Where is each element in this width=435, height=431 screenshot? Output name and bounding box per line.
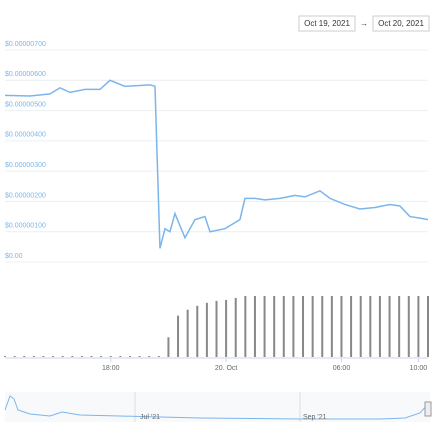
y-tick-label: $0.00000400 [5, 132, 46, 139]
volume-bar [369, 295, 372, 357]
volume-bar [321, 295, 324, 357]
volume-bar [253, 295, 256, 357]
volume-bar [138, 356, 141, 357]
volume-bar [13, 356, 16, 357]
volume-bar [4, 356, 6, 357]
volume-bar [282, 295, 285, 357]
navigator-label: Sep '21 [303, 414, 327, 421]
volume-bar [263, 295, 266, 357]
volume-bar [128, 356, 131, 357]
volume-bar [100, 356, 103, 357]
volume-bar [273, 295, 276, 357]
x-tick-label: 10:00 [410, 365, 428, 372]
volume-bar [61, 356, 64, 357]
volume-bar [80, 356, 83, 357]
navigator-bg [5, 392, 430, 422]
volume-bar [42, 356, 45, 357]
volume-bar [330, 295, 333, 357]
x-tick-label: 20. Oct [215, 365, 238, 372]
volume-bar [292, 295, 295, 357]
volume-bar [119, 356, 122, 357]
date-to-input[interactable] [372, 15, 430, 32]
volume-bar [157, 356, 160, 357]
y-tick-label: $0.00000100 [5, 223, 46, 230]
volume-bar [417, 295, 420, 357]
navigator-handle[interactable] [424, 401, 432, 417]
y-tick-label: $0.00000500 [5, 101, 46, 108]
volume-bar [205, 302, 208, 357]
navigator: Jul '21 Sep '21 [4, 392, 432, 422]
date-to: Oct 20, 2021 [378, 19, 424, 28]
volume-bar [23, 356, 26, 357]
volume-bar [340, 295, 343, 357]
volume-bar [350, 295, 353, 357]
volume-bar [167, 337, 170, 357]
volume-bar [90, 356, 93, 357]
price-line [4, 79, 429, 249]
volume-bar [186, 309, 189, 357]
volume-bar [427, 295, 429, 357]
volume-bar [71, 356, 74, 357]
volume-bar [177, 315, 180, 357]
y-tick-label: $0.00000600 [5, 71, 46, 78]
volume-bar [234, 297, 237, 357]
y-tick-label: $0.00 [5, 253, 23, 260]
volume-bar [32, 356, 35, 357]
volume-bar [148, 356, 151, 357]
volume-bar [378, 295, 381, 357]
volume-bar [215, 300, 218, 357]
volume-bar [109, 356, 112, 357]
y-tick-label: $0.00000300 [5, 162, 46, 169]
x-tick-label: 18:00 [102, 365, 120, 372]
volume-bar [398, 295, 401, 357]
volume-bar [388, 295, 391, 357]
volume-bar [302, 295, 305, 357]
y-tick-label: $0.00000700 [5, 41, 46, 48]
volume-bar [196, 305, 199, 357]
x-tick-label: 06:00 [333, 365, 351, 372]
navigator-line [4, 395, 429, 420]
volume-bar [407, 295, 410, 357]
date-from-input[interactable] [298, 15, 356, 32]
volume-bar [225, 299, 228, 357]
navigator-label: Jul '21 [140, 414, 160, 421]
date-separator: → [360, 19, 368, 28]
date-from: Oct 19, 2021 [304, 19, 350, 28]
volume-bar [244, 295, 247, 357]
y-tick-label: $0.00000200 [5, 192, 46, 199]
volume-bar [359, 295, 362, 357]
volume-bar [311, 295, 314, 357]
volume-bar [52, 356, 55, 357]
